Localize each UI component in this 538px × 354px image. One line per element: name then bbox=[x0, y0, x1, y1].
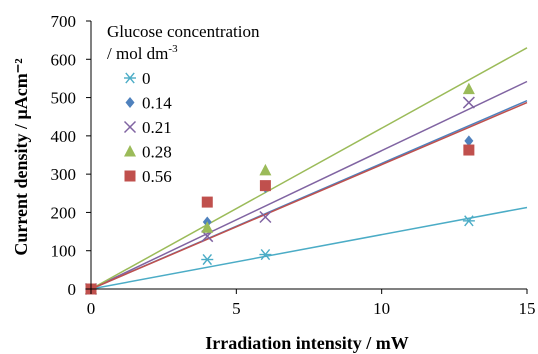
legend-label-1: 0.14 bbox=[142, 94, 172, 113]
y-tick-label: 0 bbox=[68, 280, 77, 299]
data-point-series-0 bbox=[259, 248, 272, 261]
data-point-series-3 bbox=[201, 221, 214, 233]
y-tick-label: 300 bbox=[51, 165, 77, 184]
legend-marker-0 bbox=[124, 72, 136, 84]
trendline-series-0 bbox=[90, 206, 528, 290]
legend-label-2: 0.21 bbox=[142, 118, 172, 137]
data-point-series-4 bbox=[463, 144, 475, 156]
y-tick-label: 700 bbox=[51, 12, 77, 31]
data-point-series-3 bbox=[259, 163, 272, 176]
data-point-series-0 bbox=[201, 253, 214, 266]
legend-items: 0 0.14 0.21 0.28 0.56 bbox=[123, 69, 172, 186]
legend-title-unit: / mol dm bbox=[107, 44, 168, 63]
data-point-series-4 bbox=[201, 196, 213, 208]
y-tick-label: 400 bbox=[51, 127, 77, 146]
trendline-series-4 bbox=[90, 101, 528, 290]
y-tick-label: 100 bbox=[51, 242, 77, 261]
trendlines bbox=[90, 47, 528, 290]
y-axis-title: Current density / μAcm⁻² bbox=[11, 58, 31, 255]
data-point-series-2 bbox=[462, 96, 475, 109]
legend-marker-3 bbox=[124, 145, 136, 157]
x-tick-label: 5 bbox=[232, 299, 241, 318]
x-tick-label: 10 bbox=[373, 299, 390, 318]
x-tick-label: 0 bbox=[87, 299, 96, 318]
legend-title-line2: / mol dm-3 bbox=[107, 43, 178, 63]
legend-label-3: 0.28 bbox=[142, 143, 172, 162]
data-point-series-2 bbox=[259, 210, 272, 224]
legend-label-0: 0 bbox=[142, 69, 151, 88]
legend-marker-1 bbox=[125, 97, 135, 108]
data-points bbox=[84, 82, 475, 296]
legend-title-line1: Glucose concentration bbox=[107, 22, 260, 41]
legend: Glucose concentration / mol dm-3 0 0.14 0.… bbox=[107, 22, 260, 186]
data-point-series-0 bbox=[462, 215, 475, 227]
trendline-series-2 bbox=[90, 80, 528, 290]
y-tick-label: 200 bbox=[51, 203, 77, 222]
axes bbox=[86, 20, 528, 294]
x-axis-title: Irradiation intensity / mW bbox=[205, 333, 409, 353]
data-point-series-3 bbox=[462, 82, 475, 95]
x-tick-label: 15 bbox=[519, 299, 536, 318]
legend-label-4: 0.56 bbox=[142, 167, 172, 186]
data-point-series-1 bbox=[464, 135, 474, 147]
legend-title-unit-exponent: -3 bbox=[168, 43, 178, 55]
data-point-series-4 bbox=[259, 180, 271, 192]
tick-labels: 0 100 200 300 400 500 600 700 0 5 10 15 bbox=[51, 12, 536, 318]
trendline-series-3 bbox=[90, 47, 528, 290]
y-tick-label: 600 bbox=[51, 50, 77, 69]
y-tick-label: 500 bbox=[51, 89, 77, 108]
legend-marker-2 bbox=[123, 120, 137, 134]
legend-marker-4 bbox=[124, 170, 136, 182]
